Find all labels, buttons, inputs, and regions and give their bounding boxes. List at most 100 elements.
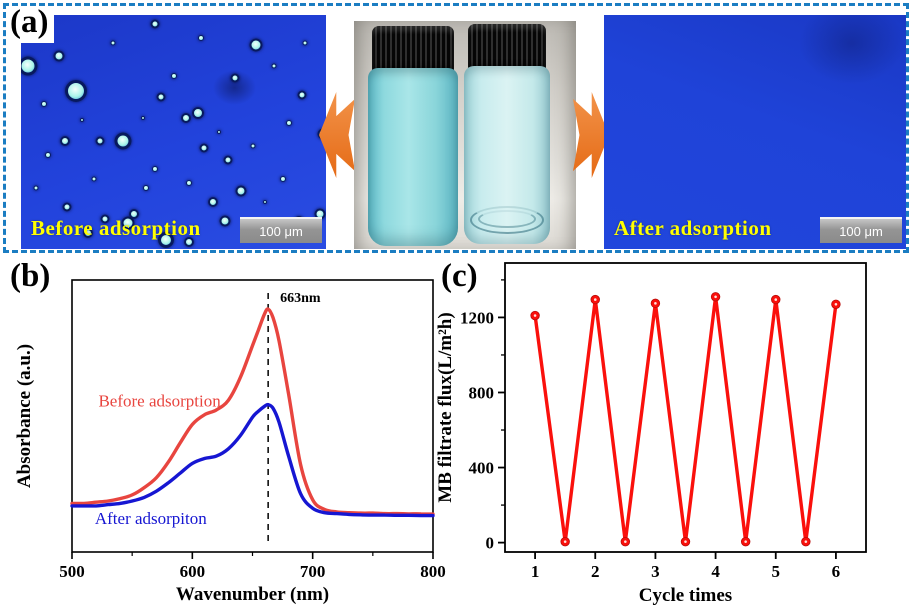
- c-x-tick-label: 2: [591, 562, 600, 581]
- oil-droplet: [170, 72, 177, 79]
- vial-before-adsorption: [368, 68, 458, 246]
- c-data-point-core: [533, 314, 537, 317]
- c-data-point-core: [624, 540, 627, 543]
- oil-droplet: [223, 155, 233, 165]
- oil-droplet: [191, 107, 204, 120]
- scale-bar-label: 100 μm: [259, 223, 303, 239]
- c-x-tick-label: 4: [711, 562, 720, 581]
- c-x-axis-label: Cycle times: [639, 585, 732, 606]
- oil-droplet: [199, 143, 209, 153]
- oil-droplet: [183, 236, 194, 247]
- flux-chart: 0 400 800 1200 1 2 3 4 5 6 Cycle times MB filtrate …: [435, 262, 867, 606]
- after-adsorption-caption: After adsorption: [614, 216, 772, 240]
- oil-droplet: [280, 175, 287, 182]
- oil-droplet: [141, 115, 145, 120]
- oil-droplet: [128, 208, 139, 219]
- oil-droplet: [157, 231, 174, 248]
- oil-droplet: [150, 19, 160, 29]
- panel-a: Before adsorption 100 μm After adsorptio…: [3, 3, 909, 253]
- oil-droplet: [197, 35, 204, 42]
- c-y-tick-label: 400: [469, 459, 495, 478]
- oil-droplet: [62, 202, 72, 212]
- b-curve-label-before: Before adsorption: [98, 391, 221, 410]
- oil-droplet: [53, 50, 65, 62]
- oil-droplet: [286, 119, 293, 126]
- panel-a-label: (a): [8, 6, 55, 43]
- oil-droplet: [121, 216, 135, 230]
- c-x-tick-label: 6: [832, 562, 841, 581]
- c-plot-frame: [504, 262, 867, 553]
- oil-droplet: [83, 227, 94, 238]
- oil-droplet: [45, 152, 52, 159]
- b-curve-after: [70, 402, 435, 518]
- c-flux-line: [533, 296, 838, 542]
- oil-droplet: [60, 136, 71, 147]
- oil-droplet: [249, 38, 263, 52]
- oil-droplet: [250, 143, 256, 149]
- oil-droplet: [95, 136, 105, 146]
- oil-droplet: [219, 215, 231, 227]
- vial-cap-left: [372, 26, 454, 72]
- scale-bar-label: 100 μm: [839, 223, 883, 239]
- oil-droplet: [185, 180, 192, 187]
- c-data-point-core: [654, 302, 657, 305]
- oil-droplet: [297, 90, 307, 100]
- c-data-point-core: [804, 540, 808, 543]
- oil-droplet: [40, 100, 47, 107]
- b-curve-before: [70, 307, 435, 516]
- vial-photo: [354, 21, 576, 249]
- c-data-point-core: [714, 295, 717, 299]
- c-data-point-core: [744, 540, 747, 543]
- oil-droplet: [143, 185, 150, 192]
- oil-droplet: [271, 63, 277, 69]
- oil-droplet: [152, 166, 159, 173]
- c-data-point-core: [774, 298, 778, 301]
- vial-cap-right: [468, 24, 546, 70]
- c-data-point-core: [563, 540, 567, 543]
- oil-droplet: [235, 185, 247, 196]
- c-x-tick-label: 5: [772, 562, 781, 581]
- panel-c-label: (c): [441, 258, 478, 294]
- b-x-axis-label: Wavenumber (nm): [176, 584, 329, 605]
- oil-droplet: [208, 197, 219, 208]
- c-y-axis-label: MB filtrate flux(L/m²h): [435, 312, 456, 502]
- b-x-tick-label: 800: [420, 562, 446, 581]
- scale-bar-before: 100 μm: [240, 217, 322, 243]
- oil-droplet: [263, 200, 267, 205]
- oil-droplet: [80, 118, 84, 123]
- liquid-meniscus: [470, 206, 544, 234]
- panel-b-label: (b): [10, 258, 51, 294]
- micrograph-before-adsorption: Before adsorption 100 μm: [21, 15, 326, 249]
- oil-droplet: [217, 130, 222, 134]
- micrograph-after-adsorption: After adsorption 100 μm: [604, 15, 906, 249]
- c-y-tick-label: 0: [486, 534, 495, 553]
- oil-droplet: [180, 112, 191, 123]
- c-data-point-core: [684, 540, 687, 543]
- oil-droplet: [230, 73, 239, 83]
- absorbance-chart: 500 600 700 800 Wavenumber (nm) Absorbance (a…: [14, 279, 446, 605]
- oil-droplet: [114, 132, 132, 150]
- oil-droplet: [156, 92, 166, 102]
- b-x-tick-label: 600: [180, 562, 206, 581]
- b-x-tick-label: 700: [300, 562, 326, 581]
- oil-droplet: [302, 40, 308, 46]
- c-data-point-core: [593, 298, 597, 301]
- oil-droplet: [21, 56, 38, 76]
- vial-after-adsorption: [464, 66, 550, 244]
- c-y-tick-label: 1200: [460, 308, 494, 327]
- c-x-tick-label: 1: [531, 562, 540, 581]
- oil-droplet: [64, 80, 87, 103]
- b-curve-label-after: After adsorpiton: [95, 509, 207, 528]
- oil-droplet: [91, 176, 97, 182]
- b-663nm-annotation: 663nm: [280, 291, 321, 306]
- oil-droplet: [33, 185, 39, 191]
- c-data-point-core: [834, 302, 838, 306]
- oil-droplet: [100, 214, 110, 224]
- b-y-axis-label: Absorbance (a.u.): [14, 344, 35, 488]
- scale-bar-after: 100 μm: [820, 217, 902, 243]
- b-x-tick-label: 500: [59, 562, 85, 581]
- c-x-tick-label: 3: [651, 562, 660, 581]
- liquid-meniscus-inner: [478, 210, 536, 228]
- oil-droplet: [110, 40, 115, 46]
